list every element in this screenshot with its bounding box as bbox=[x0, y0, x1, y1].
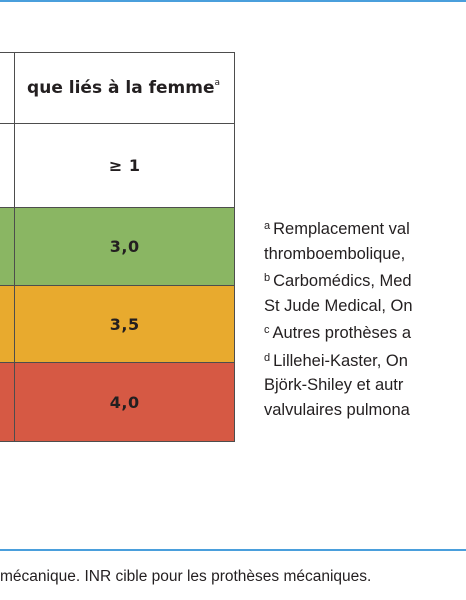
footnote-text: Björk-Shiley et autr bbox=[264, 376, 404, 394]
table-row: 3,0 bbox=[0, 207, 235, 286]
footnote-text: Lillehei-Kaster, On bbox=[273, 351, 408, 370]
footnote-line: b Carbomédics, Med bbox=[264, 266, 413, 294]
table-header-sup: a bbox=[214, 78, 220, 88]
table-header-cell: que liés à la femmea bbox=[14, 52, 235, 124]
table-cell-left bbox=[0, 285, 16, 363]
footnote-line: St Jude Medical, On bbox=[264, 294, 413, 319]
footnote-text: St Jude Medical, On bbox=[264, 296, 413, 315]
footnote-line: Björk-Shiley et autr bbox=[264, 373, 413, 398]
table-header-row: que liés à la femmea bbox=[0, 52, 235, 124]
footnote-text: Carbomédics, Med bbox=[273, 272, 412, 290]
footnote-line: thromboembolique, bbox=[264, 242, 413, 267]
footnote-line: c Autres prothèses a bbox=[264, 318, 413, 346]
table-cell-left bbox=[0, 362, 16, 442]
inr-value-cell: 4,0 bbox=[14, 362, 235, 442]
table-cell-left bbox=[0, 123, 16, 208]
figure-caption: mécanique. INR cible pour les prothèses … bbox=[0, 568, 372, 585]
footnote-marker: d bbox=[264, 351, 271, 364]
ratio-header-cell: ≥ 1 bbox=[14, 123, 235, 208]
table-cell-left bbox=[0, 207, 16, 286]
inr-target-table: que liés à la femmea ≥ 1 3,0 3,5 4,0 bbox=[0, 52, 235, 442]
footnote-line: a Remplacement val bbox=[264, 214, 413, 242]
footnote-text: Autres prothèses a bbox=[272, 324, 412, 342]
table-row: 3,5 bbox=[0, 285, 235, 363]
inr-value-cell: 3,0 bbox=[14, 207, 235, 286]
footnote-marker: b bbox=[264, 272, 271, 284]
footnote-marker: c bbox=[264, 324, 270, 336]
table-header-text: que liés à la femme bbox=[27, 78, 215, 98]
frame-bottom-rule bbox=[0, 549, 466, 551]
footnote-text: Remplacement val bbox=[273, 220, 410, 238]
table-cell-left bbox=[0, 52, 16, 124]
frame-top-rule bbox=[0, 0, 466, 2]
table-footnotes: a Remplacement val thromboembolique, b Car… bbox=[264, 214, 413, 422]
inr-value-cell: 3,5 bbox=[14, 285, 235, 363]
footnote-text: thromboembolique, bbox=[264, 244, 406, 263]
footnote-line: valvulaires pulmona bbox=[264, 398, 413, 423]
footnote-marker: a bbox=[264, 220, 271, 232]
footnote-line: d Lillehei-Kaster, On bbox=[264, 346, 413, 374]
table-ratio-row: ≥ 1 bbox=[0, 123, 235, 208]
table-row: 4,0 bbox=[0, 362, 235, 442]
footnote-text: valvulaires pulmona bbox=[264, 400, 410, 419]
